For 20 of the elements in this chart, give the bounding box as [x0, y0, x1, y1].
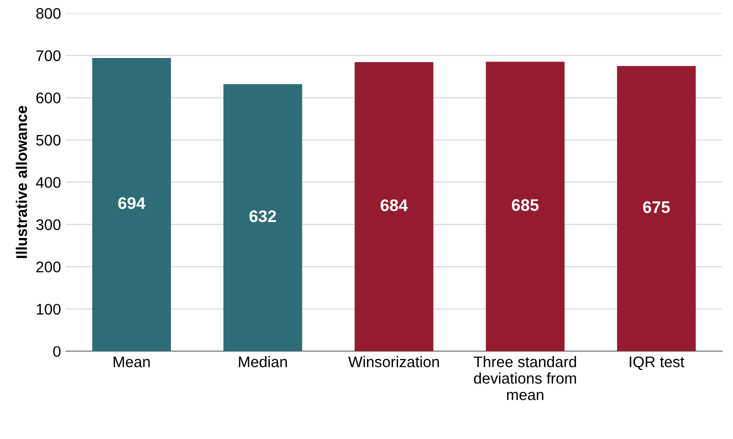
data-label: 685 — [512, 199, 539, 211]
y-tick-label: 500 — [36, 134, 61, 146]
data-label: 694 — [118, 197, 146, 210]
y-tick-label: 0 — [53, 346, 61, 357]
y-tick-label: 200 — [36, 262, 61, 272]
data-label: 632 — [249, 210, 276, 222]
y-tick-label: 300 — [36, 219, 61, 230]
y-tick-label: 700 — [36, 50, 61, 62]
data-label: 675 — [643, 201, 670, 214]
y-axis-title: Illustrative allowance — [16, 106, 28, 258]
x-tick-label: Mean — [114, 356, 150, 368]
y-tick-label: 800 — [36, 8, 61, 19]
data-label: 684 — [380, 199, 408, 212]
y-tick-label: 400 — [36, 177, 61, 188]
x-tick-label: IQR test — [630, 356, 684, 370]
x-tick-label: Winsorization — [348, 356, 439, 368]
x-tick-label: Median — [238, 356, 287, 368]
x-tick-label: Three standard deviations from mean — [474, 356, 576, 400]
y-tick-label: 600 — [36, 92, 61, 104]
y-tick-label: 100 — [36, 304, 61, 315]
